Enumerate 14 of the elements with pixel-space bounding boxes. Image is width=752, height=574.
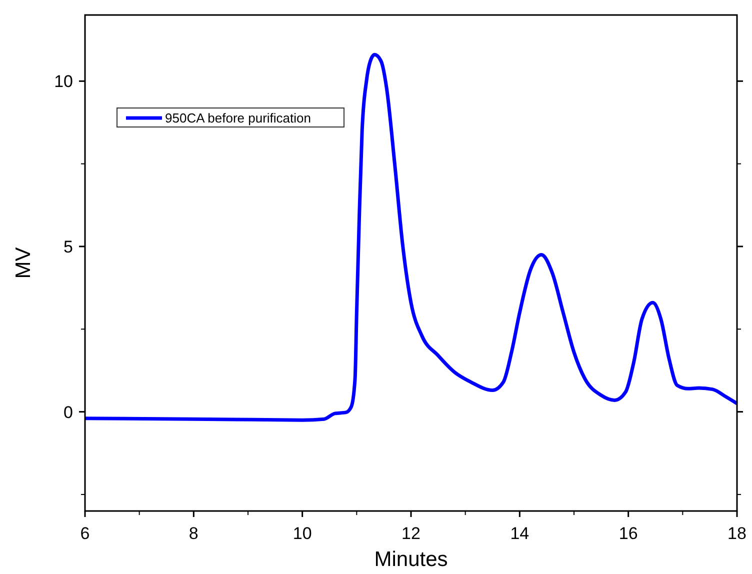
y-tick-label: 0 [64,402,73,422]
y-axis-title: MV [12,247,35,279]
x-tick-label: 14 [510,524,530,543]
x-tick-label: 18 [728,524,746,543]
x-tick-label: 8 [188,524,198,543]
x-tick-label: 16 [618,524,638,543]
x-tick-label: 12 [402,524,420,543]
y-tick-label: 5 [64,237,73,256]
legend-label: 950CA before purification [165,110,311,126]
x-axis-title: Minutes [374,548,448,571]
x-tick-label: 10 [292,524,312,543]
line-series [83,52,739,422]
x-tick-label: 6 [80,524,90,543]
y-tick-label: 10 [54,72,73,92]
